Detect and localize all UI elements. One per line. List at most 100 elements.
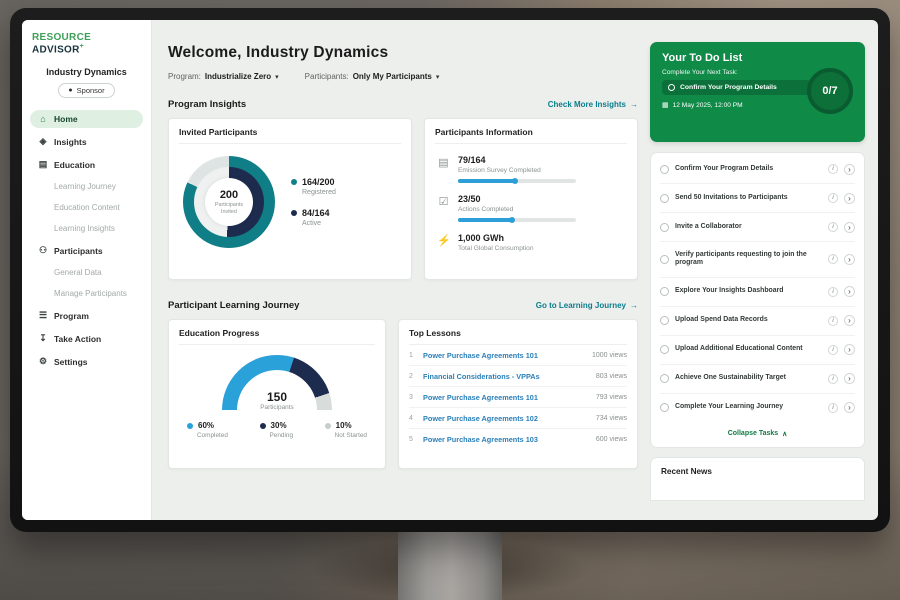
lesson-views: 793 views (595, 393, 627, 401)
sponsor-badge: ● Sponsor (58, 83, 115, 99)
chevron-right-icon[interactable]: › (844, 192, 855, 204)
lesson-rank: 1 (409, 351, 413, 359)
sidebar-item-education[interactable]: ▤ Education (30, 155, 143, 174)
sidebar-item-learning-insights[interactable]: Learning Insights (30, 220, 143, 237)
sidebar-item-take-action[interactable]: ↧ Take Action (30, 329, 143, 348)
check-more-insights-link[interactable]: Check More Insights → (548, 100, 638, 109)
legend-value: 84/164 (302, 208, 330, 218)
insights-icon: ◈ (39, 136, 47, 147)
collapse-tasks-link[interactable]: Collapse Tasks ∧ (660, 422, 855, 445)
page-title: Welcome, Industry Dynamics (168, 44, 389, 61)
collapse-label: Collapse Tasks (727, 429, 779, 437)
task-label: Achieve One Sustainability Target (675, 374, 786, 382)
sidebar-item-program[interactable]: ☰ Program (30, 306, 143, 325)
lesson-rank: 3 (409, 393, 413, 401)
learning-journey-cards: Education Progress 150 Participants (168, 319, 638, 469)
task-row-explore-insights[interactable]: Explore Your Insights Dashboard i › (660, 278, 855, 307)
task-row-upload-spend-data[interactable]: Upload Spend Data Records i › (660, 307, 855, 336)
legend-label: Not Started (334, 432, 367, 439)
chevron-up-icon: ∧ (782, 430, 788, 438)
sidebar-item-home[interactable]: ⌂ Home (30, 110, 143, 129)
next-task-label: Confirm Your Program Details (680, 84, 777, 91)
chevron-right-icon[interactable]: › (844, 344, 855, 356)
task-checkbox[interactable] (660, 287, 669, 297)
lesson-link[interactable]: Financial Considerations - VPPAs (423, 371, 540, 381)
task-checkbox[interactable] (660, 193, 669, 203)
program-insights-cards: Invited Participants 200 Participants In… (168, 118, 638, 280)
task-info-icon: i (828, 164, 838, 174)
next-task-pill[interactable]: Confirm Your Program Details (662, 80, 812, 95)
task-checkbox[interactable] (660, 164, 669, 174)
task-row-achieve-sustainability-target[interactable]: Achieve One Sustainability Target i › (660, 365, 855, 394)
task-checkbox[interactable] (660, 403, 669, 413)
chevron-down-icon: ▾ (275, 73, 279, 81)
chevron-right-icon[interactable]: › (844, 163, 855, 175)
legend-item-registered: 164/200 Registered (291, 177, 336, 196)
legend-label: Completed (197, 432, 228, 439)
program-filter-label: Program: (168, 72, 201, 81)
task-checkbox[interactable] (660, 254, 669, 264)
lesson-link[interactable]: Power Purchase Agreements 102 (423, 413, 538, 423)
sidebar-item-education-content[interactable]: Education Content (30, 199, 143, 216)
todo-summary-card: Your To Do List Complete Your Next Task:… (650, 42, 865, 142)
lesson-link[interactable]: Power Purchase Agreements 101 (423, 350, 538, 360)
settings-icon: ⚙ (38, 356, 48, 367)
chevron-right-icon[interactable]: › (844, 373, 855, 385)
todo-subtitle: Complete Your Next Task: (662, 69, 738, 76)
sidebar-item-settings[interactable]: ⚙ Settings (30, 352, 143, 371)
participants-filter-dropdown[interactable]: Participants: Only My Participants ▾ (305, 72, 440, 81)
actions-icon: ☑ (438, 196, 449, 208)
lesson-row[interactable]: 1 Power Purchase Agreements 101 1000 vie… (409, 345, 627, 366)
sidebar-item-label: Take Action (54, 333, 102, 344)
task-row-confirm-program[interactable]: Confirm Your Program Details i › (660, 155, 855, 184)
chevron-right-icon[interactable]: › (844, 315, 855, 327)
lesson-row[interactable]: 5 Power Purchase Agreements 103 600 view… (409, 429, 627, 449)
legend-label: Active (302, 220, 322, 227)
sidebar-item-label: Learning Journey (54, 182, 116, 192)
task-checkbox[interactable] (660, 222, 669, 232)
program-filter-dropdown[interactable]: Program: Industrialize Zero ▾ (168, 72, 279, 81)
chevron-right-icon[interactable]: › (844, 402, 855, 414)
todo-progress-circle: 0/7 (807, 68, 853, 114)
task-row-send-invitations[interactable]: Send 50 Invitations to Participants i › (660, 184, 855, 213)
logo-primary: RESOURCE (32, 32, 92, 43)
legend-item-completed: 60% Completed (187, 421, 228, 439)
sidebar-item-label: Insights (54, 136, 87, 147)
info-value: 23/50 (458, 194, 481, 204)
sidebar-item-participants[interactable]: ⚇ Participants (30, 241, 143, 260)
lesson-link[interactable]: Power Purchase Agreements 101 (423, 392, 538, 402)
chevron-right-icon[interactable]: › (844, 253, 855, 265)
task-checkbox[interactable] (660, 374, 669, 384)
lesson-row[interactable]: 4 Power Purchase Agreements 102 734 view… (409, 408, 627, 429)
task-checkbox[interactable] (660, 316, 669, 326)
sidebar-item-label: Program (54, 310, 89, 321)
progress-fill (458, 179, 515, 183)
task-row-verify-participants[interactable]: Verify participants requesting to join t… (660, 242, 855, 278)
task-row-invite-collaborator[interactable]: Invite a Collaborator i › (660, 213, 855, 242)
sidebar-item-insights[interactable]: ◈ Insights (30, 132, 143, 151)
lesson-link[interactable]: Power Purchase Agreements 103 (423, 434, 538, 444)
lesson-rank: 2 (409, 372, 413, 380)
task-info-icon: i (828, 373, 838, 384)
go-to-learning-journey-link[interactable]: Go to Learning Journey → (536, 301, 638, 310)
lesson-rank: 5 (409, 435, 413, 443)
lesson-row[interactable]: 2 Financial Considerations - VPPAs 803 v… (409, 366, 627, 387)
task-label: Confirm Your Program Details (675, 164, 774, 172)
lesson-row[interactable]: 3 Power Purchase Agreements 101 793 view… (409, 387, 627, 408)
main-content: Welcome, Industry Dynamics Program: Indu… (152, 20, 650, 520)
sidebar-item-label: Manage Participants (54, 289, 127, 299)
sidebar-item-label: General Data (54, 268, 102, 278)
info-value: 79/164 (458, 155, 486, 165)
task-checkbox[interactable] (668, 84, 675, 91)
donut-center-label: Participants Invited (214, 201, 244, 215)
sidebar-item-manage-participants[interactable]: Manage Participants (30, 285, 143, 302)
sidebar-item-learning-journey[interactable]: Learning Journey (30, 178, 143, 195)
chevron-right-icon[interactable]: › (844, 286, 855, 298)
task-row-upload-educational-content[interactable]: Upload Additional Educational Content i … (660, 336, 855, 365)
task-row-complete-learning-journey[interactable]: Complete Your Learning Journey i › (660, 394, 855, 422)
lesson-views: 600 views (595, 435, 627, 443)
sidebar-item-general-data[interactable]: General Data (30, 264, 143, 281)
chevron-right-icon[interactable]: › (844, 221, 855, 233)
filters-bar: Program: Industrialize Zero ▾ Participan… (168, 72, 638, 81)
task-checkbox[interactable] (660, 345, 669, 355)
